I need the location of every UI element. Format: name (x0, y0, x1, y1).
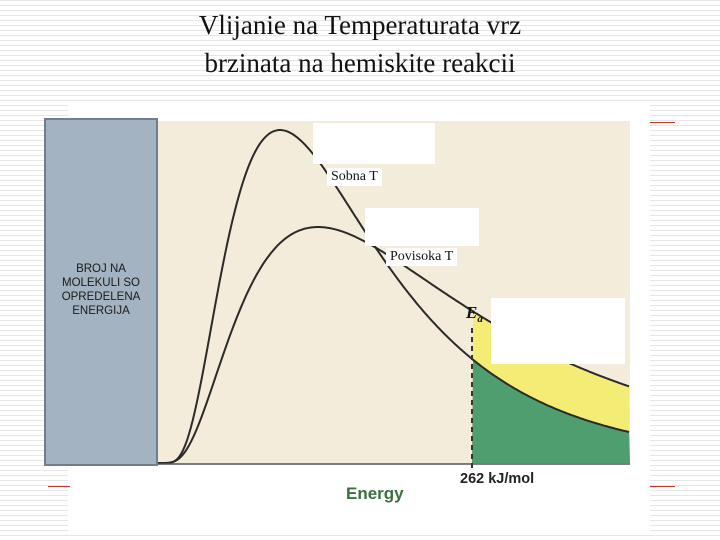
x-axis-label: Energy (346, 484, 404, 503)
label-box-right (491, 298, 625, 364)
y-axis-label-panel: BROJ NA MOLEKULI SO OPREDELENA ENERGIJA (44, 118, 158, 466)
room-temp-tail-fill (472, 359, 630, 463)
label-box-high (365, 208, 479, 246)
chart-title: Vlijanie na Temperaturata vrz brzinata n… (0, 6, 720, 82)
decorative-line-right-top (650, 122, 675, 123)
label-box-room (313, 123, 435, 164)
y-axis-label: BROJ NA MOLEKULI SO OPREDELENA ENERGIJA (61, 263, 141, 317)
threshold-value-label: 262 kJ/mol (460, 471, 534, 487)
legend-room-temp: Sobna T (327, 168, 382, 186)
chart-title-line-2: brzinata na hemiskite reakcii (204, 48, 516, 78)
chart-title-line-1: Vlijanie na Temperaturata vrz (198, 10, 522, 40)
decorative-line-left (48, 486, 70, 487)
legend-high-temp: Povisoka T (386, 248, 458, 266)
threshold-symbol: Ea (465, 303, 483, 325)
decorative-line-right-bottom (650, 486, 675, 487)
room-temp-curve (158, 129, 630, 464)
